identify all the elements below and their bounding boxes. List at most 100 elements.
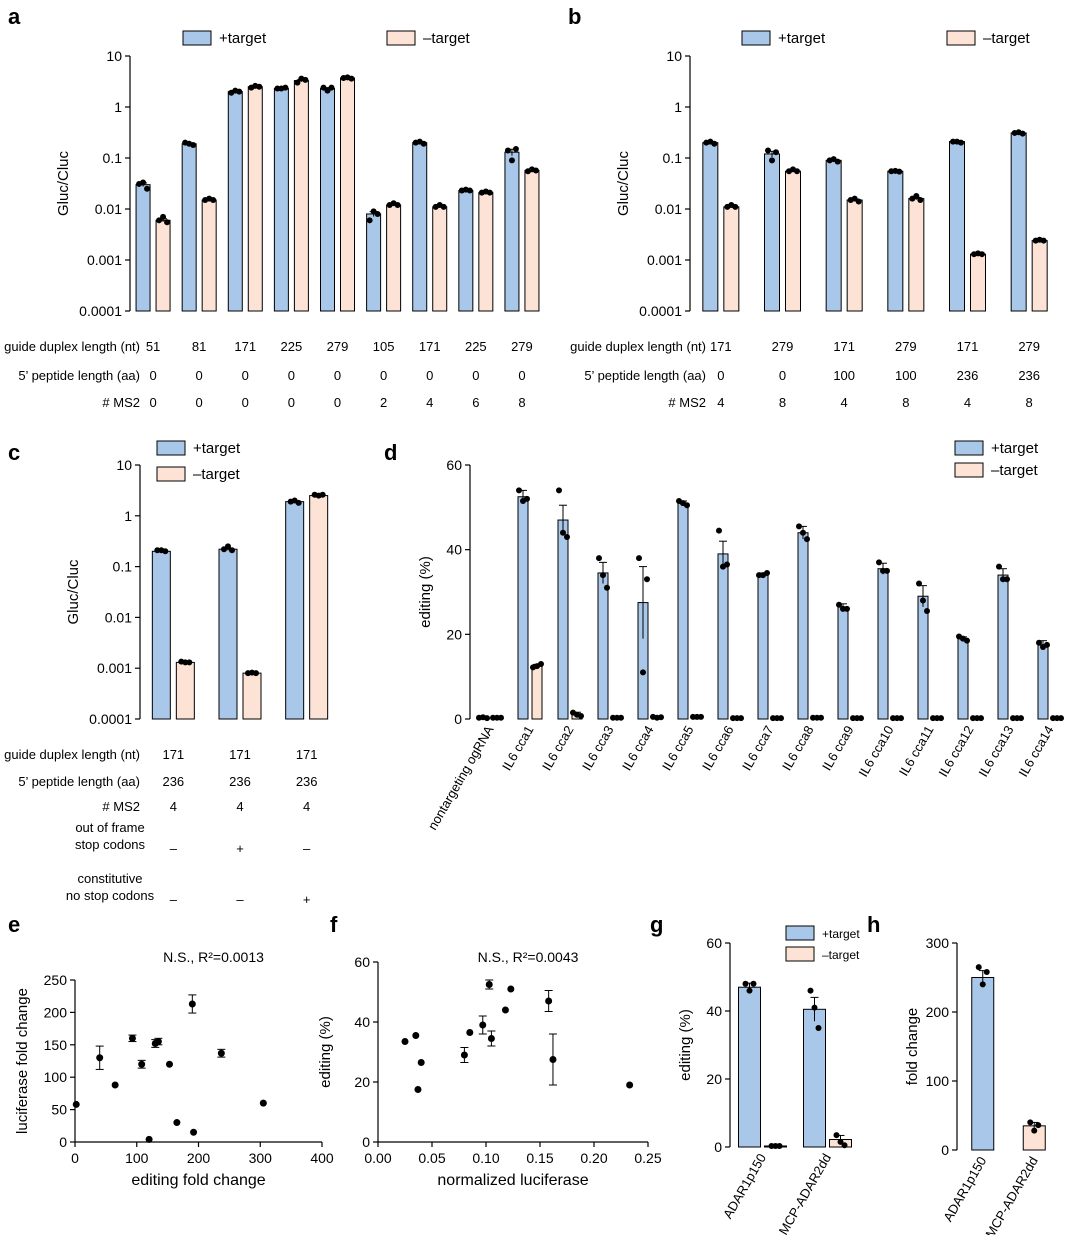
data-point [834, 158, 841, 165]
legend-swatch [946, 30, 976, 46]
y-tick-label: 20 [446, 626, 462, 642]
legend-swatch [741, 30, 771, 46]
panel-e: e 0 50 100 150 200 250 0 100 200 300 400 editing fol… [8, 912, 334, 1189]
data-point [259, 1099, 267, 1107]
x-tick-label: 0.10 [472, 1150, 499, 1166]
category-label: IL6 cca14 [1015, 723, 1056, 779]
category-label: IL6 cca13 [975, 723, 1016, 779]
row-value: 0 [288, 368, 295, 383]
category-label: IL6 cca6 [699, 723, 737, 773]
category-label: IL6 cca8 [779, 723, 817, 773]
data-point [1044, 641, 1050, 648]
row-value: 51 [146, 339, 160, 354]
data-point [716, 527, 722, 534]
y-tick-label: 0.001 [647, 252, 682, 268]
data-point [1018, 715, 1024, 722]
row-value: 279 [511, 339, 533, 354]
bar-b-plus-6 [1010, 132, 1027, 312]
bar-a-minus-1 [155, 219, 171, 312]
data-point [964, 637, 970, 644]
y-tick-label: 250 [44, 972, 68, 988]
bar-d-plus-14 [997, 574, 1009, 720]
data-point [1019, 130, 1026, 137]
bar-a-plus-8 [458, 190, 474, 312]
data-point [916, 580, 922, 587]
data-point [773, 149, 779, 156]
row-label-line: out of frame [75, 820, 144, 835]
data-point [644, 576, 650, 583]
row-value: 171 [833, 339, 855, 354]
row-label-line: stop codons [75, 837, 146, 852]
data-point [538, 660, 544, 667]
row-label: guide duplex length (nt) [4, 339, 140, 354]
x-axis-title: editing fold change [131, 1172, 265, 1189]
panel-label: h [867, 912, 880, 937]
data-point [1058, 715, 1064, 722]
data-point [516, 487, 522, 494]
data-point [996, 563, 1002, 570]
bar-a-plus-9 [504, 151, 520, 312]
legend-swatch [156, 440, 186, 456]
category-label: IL6 cca7 [739, 723, 777, 773]
bar-a-minus-9 [524, 169, 540, 312]
legend-label: –target [991, 462, 1039, 479]
data-point [484, 715, 490, 722]
data-point [1004, 576, 1010, 583]
bar-b-minus-6 [1031, 240, 1048, 312]
row-value: – [236, 892, 244, 907]
row-value: 171 [419, 339, 441, 354]
row-value: 171 [162, 747, 184, 762]
data-point [556, 487, 562, 494]
data-point [545, 997, 553, 1005]
bar-c-plus-2 [218, 548, 238, 720]
y-tick-label: 200 [926, 1004, 950, 1020]
legend-label: –target [983, 30, 1031, 47]
data-point [746, 987, 753, 994]
x-axis-title: normalized luciferase [437, 1172, 588, 1189]
row-value: 0 [288, 395, 295, 410]
y-axis-title: Gluc/Cluc [65, 559, 82, 625]
row-label-line: constitutive [77, 871, 142, 886]
y-tick-label: 0.001 [87, 252, 122, 268]
data-point [596, 555, 602, 562]
bar-a-minus-3 [247, 86, 263, 312]
category-label: IL6 cca3 [579, 723, 617, 773]
data-point [138, 1060, 146, 1068]
data-point [236, 88, 243, 95]
row-value: 2 [380, 395, 387, 410]
panel-f: f 0 20 40 60 0.00 0.05 0.10 0.15 0.20 0.25 normaliz… [317, 912, 662, 1189]
data-point [420, 140, 427, 147]
bar-b-plus-3 [825, 159, 842, 312]
x-tick-label: 400 [310, 1150, 334, 1166]
bar-d-plus-9 [797, 532, 809, 720]
data-point [225, 543, 231, 550]
scatter-title: N.S., R²=0.0043 [478, 949, 579, 965]
y-tick-label: 100 [926, 1073, 950, 1089]
row-value: 8 [902, 395, 909, 410]
data-point [190, 1128, 198, 1136]
row-value: 171 [229, 747, 251, 762]
row-value: 0 [518, 368, 525, 383]
data-point [742, 980, 749, 987]
row-value: 0 [242, 368, 249, 383]
row-value: 0 [149, 395, 156, 410]
data-point [394, 201, 401, 208]
data-point [796, 523, 802, 530]
row-value: 0 [149, 368, 156, 383]
row-label: 5’ peptide length (aa) [18, 774, 140, 789]
data-point [978, 715, 984, 722]
data-point [417, 1059, 425, 1066]
row-value: 0 [196, 368, 203, 383]
data-point [128, 1034, 136, 1042]
panel-label: c [8, 440, 20, 465]
data-point [401, 1038, 409, 1045]
data-point [486, 189, 493, 196]
data-point [804, 536, 810, 543]
y-tick-label: 0 [714, 1139, 722, 1155]
legend-swatch [785, 925, 815, 941]
row-value: 4 [236, 799, 243, 814]
data-point [711, 140, 718, 147]
y-tick-label: 0.0001 [79, 303, 122, 319]
row-value: 0 [334, 368, 341, 383]
y-tick-label: 0.01 [95, 201, 122, 217]
